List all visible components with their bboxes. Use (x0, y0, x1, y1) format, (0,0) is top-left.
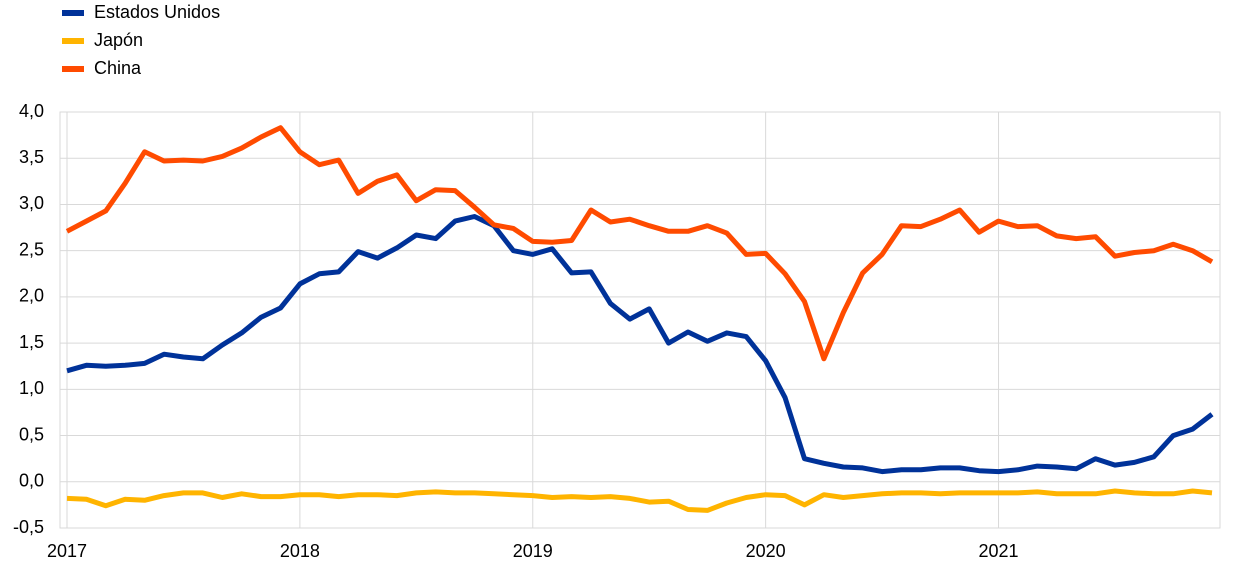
y-tick-label: 1,0 (19, 378, 44, 398)
x-tick-label: 2018 (280, 541, 320, 561)
series-line (65, 125, 1214, 362)
x-tick-label: 2020 (746, 541, 786, 561)
y-tick-label: 0,0 (19, 471, 44, 491)
x-tick-label: 2017 (47, 541, 87, 561)
legend-label: Japón (94, 30, 143, 50)
y-tick-label: 1,5 (19, 332, 44, 352)
x-tick-label: 2021 (979, 541, 1019, 561)
y-tick-label: 2,5 (19, 239, 44, 259)
legend-label: Estados Unidos (94, 2, 220, 22)
y-tick-label: 3,0 (19, 193, 44, 213)
series-line (66, 488, 1213, 513)
y-tick-label: -0,5 (13, 517, 44, 537)
series-line (66, 214, 1214, 475)
x-tick-label: 2019 (513, 541, 553, 561)
legend-label: China (94, 58, 142, 78)
y-tick-label: 3,5 (19, 147, 44, 167)
y-tick-label: 2,0 (19, 286, 44, 306)
y-tick-label: 4,0 (19, 101, 44, 121)
y-tick-label: 0,5 (19, 424, 44, 444)
plot-frame (59, 111, 1221, 529)
